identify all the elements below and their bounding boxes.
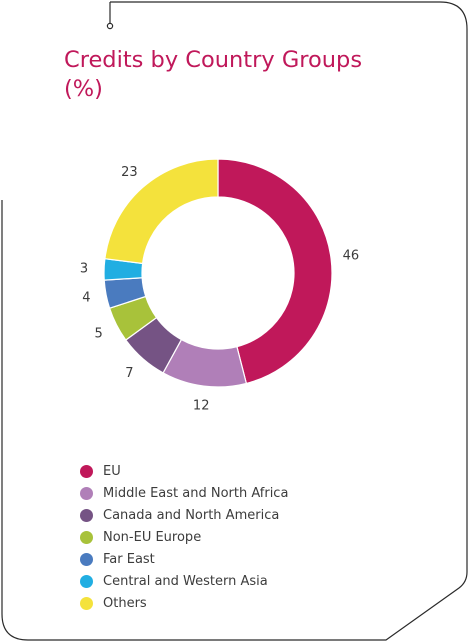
title-text: Credits by Country Groups [64, 47, 363, 73]
data-label-far-east: 4 [82, 291, 90, 306]
legend-swatch [80, 530, 93, 544]
slice-eu [217, 158, 333, 385]
data-label-non-eu-europe: 5 [94, 326, 102, 341]
legend-label: Middle East and North Africa [103, 485, 289, 501]
subtitle-text: (%) [64, 76, 103, 102]
slice-others [104, 158, 219, 265]
legend-swatch [80, 552, 93, 566]
data-label-middle-east-and-north-africa: 12 [193, 398, 210, 413]
data-label-eu: 46 [343, 249, 360, 264]
chart-title: Credits by Country Groups (%) [64, 46, 362, 104]
chart-legend: EU Middle East and North Africa Canada and… [80, 460, 288, 615]
legend-swatch [80, 508, 93, 522]
data-label-central-and-western-asia: 3 [80, 261, 88, 276]
legend-item-others: Others [80, 593, 288, 615]
legend-item-middle-east-and-north-africa: Middle East and North Africa [80, 482, 288, 504]
legend-swatch [80, 486, 93, 500]
legend-item-canada-and-north-america: Canada and North America [80, 504, 288, 526]
legend-swatch [80, 464, 93, 478]
legend-swatch [80, 597, 93, 611]
legend-label: Far East [103, 551, 155, 567]
legend-item-non-eu-europe: Non-EU Europe [80, 526, 288, 548]
legend-label: Central and Western Asia [103, 574, 268, 590]
data-label-canada-and-north-america: 7 [125, 366, 133, 381]
legend-label: EU [103, 463, 121, 479]
legend-item-central-and-western-asia: Central and Western Asia [80, 570, 288, 592]
legend-item-eu: EU [80, 460, 288, 482]
legend-label: Non-EU Europe [103, 529, 202, 545]
legend-item-far-east: Far East [80, 548, 288, 570]
data-label-others: 23 [121, 165, 138, 180]
legend-label: Others [103, 596, 147, 612]
legend-label: Canada and North America [103, 507, 280, 523]
legend-swatch [80, 575, 93, 589]
